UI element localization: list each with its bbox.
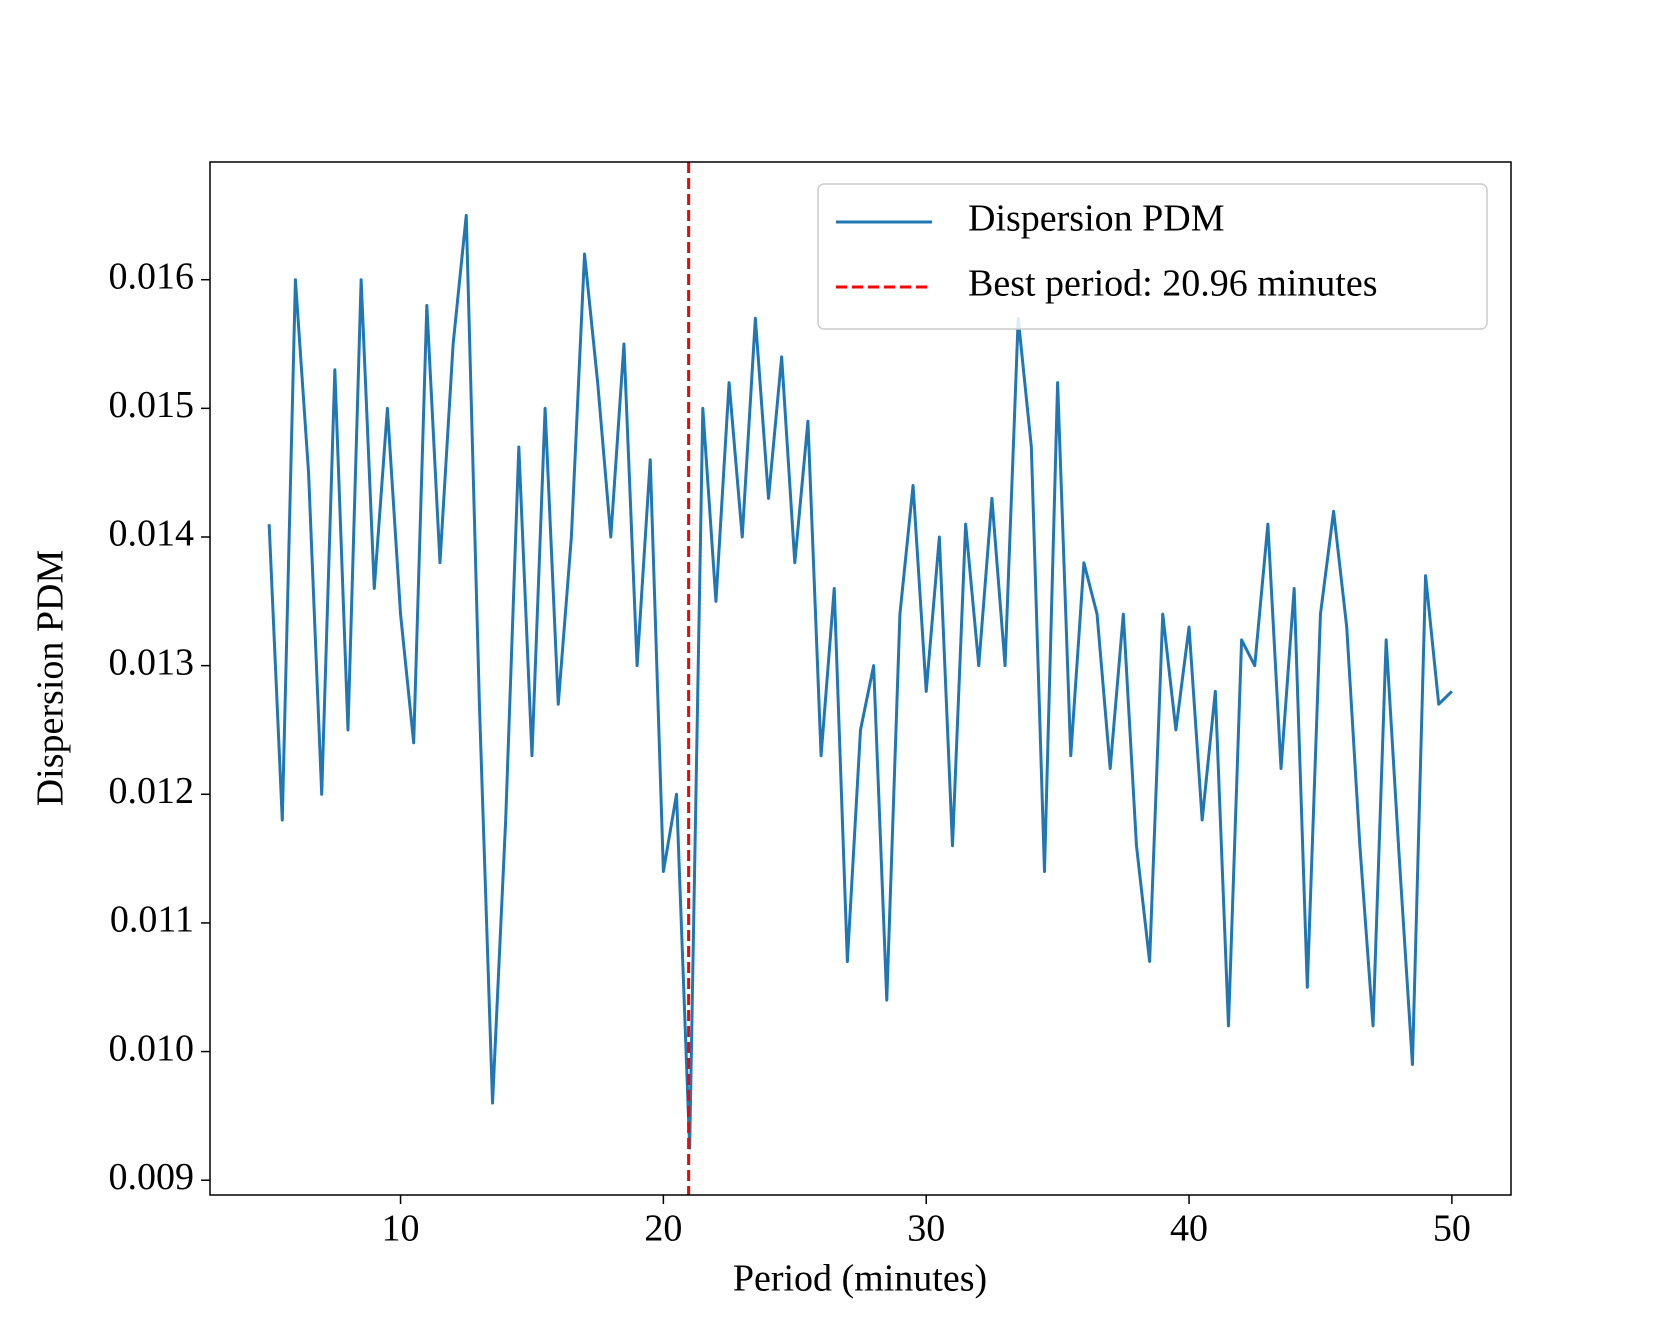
data-line — [267, 213, 1453, 1150]
y-tick-label: 0.014 — [109, 513, 195, 555]
x-tick-label: 20 — [644, 1208, 682, 1250]
legend-box — [817, 183, 1488, 330]
y-axis-label: Dispersion PDM — [30, 550, 72, 807]
legend-label: Dispersion PDM — [968, 198, 1225, 240]
x-tick-label: 40 — [1170, 1208, 1208, 1250]
legend-label: Best period: 20.96 minutes — [968, 263, 1378, 305]
y-tick-label: 0.016 — [109, 255, 195, 297]
y-tick-label: 0.009 — [109, 1156, 195, 1198]
y-tick-label: 0.012 — [109, 770, 195, 812]
x-tick-label: 50 — [1433, 1208, 1471, 1250]
y-tick-label: 0.015 — [109, 384, 195, 426]
x-axis-label: Period (minutes) — [733, 1258, 987, 1300]
y-tick-label: 0.013 — [109, 641, 195, 683]
x-tick-label: 30 — [907, 1208, 945, 1250]
y-tick-label: 0.011 — [110, 899, 194, 941]
x-tick-label: 10 — [382, 1208, 420, 1250]
plot-frame — [209, 161, 1512, 1196]
y-tick-label: 0.010 — [109, 1027, 195, 1069]
